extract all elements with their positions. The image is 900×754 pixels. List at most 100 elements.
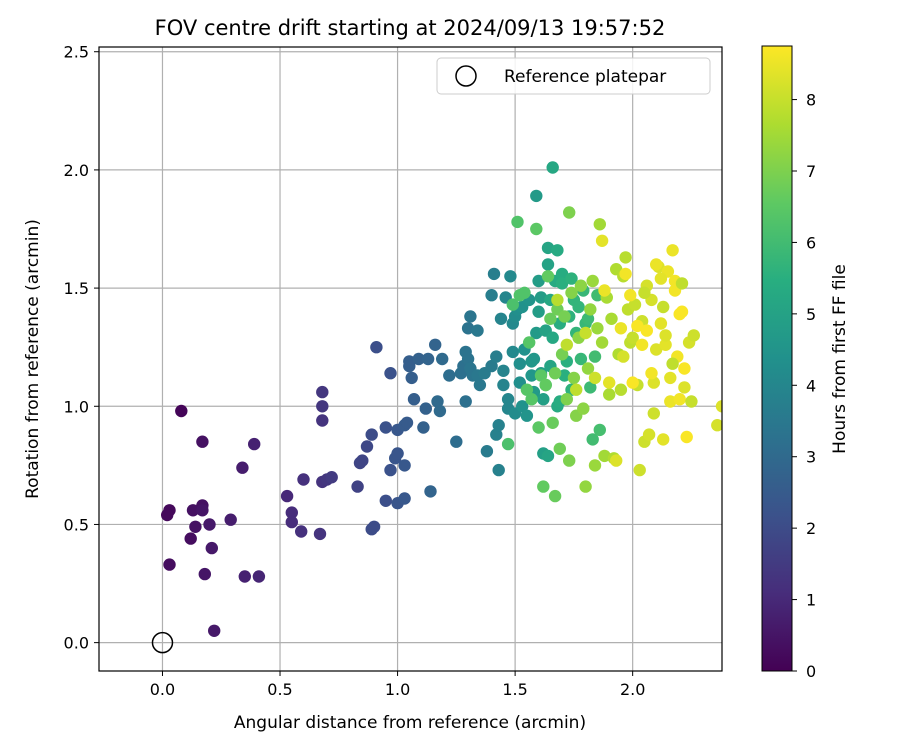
scatter-point [574, 352, 588, 366]
scatter-point [398, 492, 411, 505]
scatter-point [523, 336, 536, 349]
scatter-point [203, 518, 216, 531]
chart-title: FOV centre drift starting at 2024/09/13 … [155, 16, 666, 40]
scatter-point [280, 489, 294, 503]
scatter-point [252, 570, 266, 583]
scatter-point [555, 267, 569, 281]
scatter-point [492, 463, 505, 477]
scatter-point [461, 352, 475, 366]
scatter-point [633, 463, 646, 477]
y-tick-label: 1.0 [64, 397, 89, 416]
scatter-point [539, 378, 552, 392]
scatter-point [208, 624, 221, 637]
scatter-point [487, 267, 501, 281]
scatter-point [485, 359, 498, 373]
scatter-point [572, 300, 585, 314]
x-tick-label: 1.5 [502, 680, 527, 699]
scatter-point [351, 480, 364, 493]
scatter-point [581, 312, 595, 325]
scatter-point [384, 367, 397, 380]
scatter-point [555, 348, 569, 361]
scatter-point [412, 352, 425, 366]
scatter-point [558, 310, 571, 323]
scatter-point [586, 433, 599, 446]
scatter-point [518, 286, 531, 299]
plot-frame [98, 46, 723, 672]
scatter-point [461, 322, 475, 335]
scatter-point [497, 378, 510, 392]
x-tick-label: 1.0 [385, 680, 410, 699]
scatter-point [650, 343, 663, 356]
scatter-point [635, 338, 649, 351]
scatter-point [678, 381, 691, 394]
scatter-point [588, 459, 602, 472]
scatter-point [316, 385, 329, 399]
scatter-point [525, 393, 538, 406]
scatter-point [617, 350, 630, 363]
scatter-point [285, 515, 298, 529]
scatter-point [532, 421, 545, 434]
scatter-point [581, 362, 595, 375]
scatter-point [365, 428, 378, 441]
scatter-point [638, 286, 651, 299]
legend-marker [455, 65, 477, 87]
scatter-point [595, 336, 609, 349]
scatter-point [645, 367, 658, 380]
scatter-point [537, 480, 550, 493]
scatter-point [560, 393, 573, 406]
scatter-point [464, 310, 477, 323]
x-axis-label: Angular distance from reference (arcmin) [234, 713, 586, 733]
scatter-point [532, 274, 545, 288]
scatter-point [419, 402, 432, 415]
scatter-point [626, 331, 639, 344]
scatter-point [593, 218, 606, 231]
grid-lines [99, 47, 722, 671]
scatter-point [565, 286, 578, 299]
scatter-point [654, 317, 668, 330]
colorbar-tick-label: 4 [806, 376, 816, 395]
scatter-point [431, 395, 444, 408]
scatter-point [501, 393, 515, 406]
scatter-point [605, 312, 618, 325]
scatter-point [421, 352, 435, 366]
scatter-point [473, 378, 487, 392]
scatter-point [184, 532, 197, 545]
scatter-point [525, 369, 538, 382]
scatter-point [384, 463, 397, 477]
scatter-point [685, 395, 698, 408]
scatter-point [459, 395, 472, 408]
scatter-point [558, 369, 571, 382]
scatter-point [541, 449, 555, 463]
scatter-point [205, 541, 218, 555]
scatter-point [471, 324, 484, 337]
scatter-point [405, 371, 418, 385]
scatter-point [530, 326, 543, 340]
scatter-point [297, 473, 310, 486]
scatter-point [551, 293, 564, 307]
scatter-point [316, 400, 329, 413]
scatter-point [537, 393, 550, 406]
scatter-point [494, 312, 508, 325]
scatter-point [664, 395, 677, 408]
scatter-point [511, 215, 524, 229]
scatter-point [534, 369, 548, 382]
scatter-point [584, 381, 597, 394]
x-tick-label: 0.0 [150, 680, 175, 699]
y-tick-label: 2.0 [64, 161, 89, 180]
scatter-point [565, 272, 578, 285]
y-tick-label: 0.5 [64, 515, 89, 534]
colorbar-tick-label: 3 [806, 448, 816, 467]
scatter-point [497, 364, 510, 377]
scatter-point [196, 435, 209, 448]
colorbar-tick-label: 7 [806, 162, 816, 181]
scatter-point [541, 241, 555, 255]
scatter-point [520, 409, 534, 422]
scatter-point [186, 504, 200, 517]
y-axis-label: Rotation from reference (arcmin) [23, 219, 43, 499]
scatter-point [238, 570, 251, 583]
scatter-point [610, 454, 623, 467]
scatter-point [579, 326, 592, 340]
scatter-point [659, 329, 672, 342]
colorbar-tick-label: 0 [806, 662, 816, 681]
